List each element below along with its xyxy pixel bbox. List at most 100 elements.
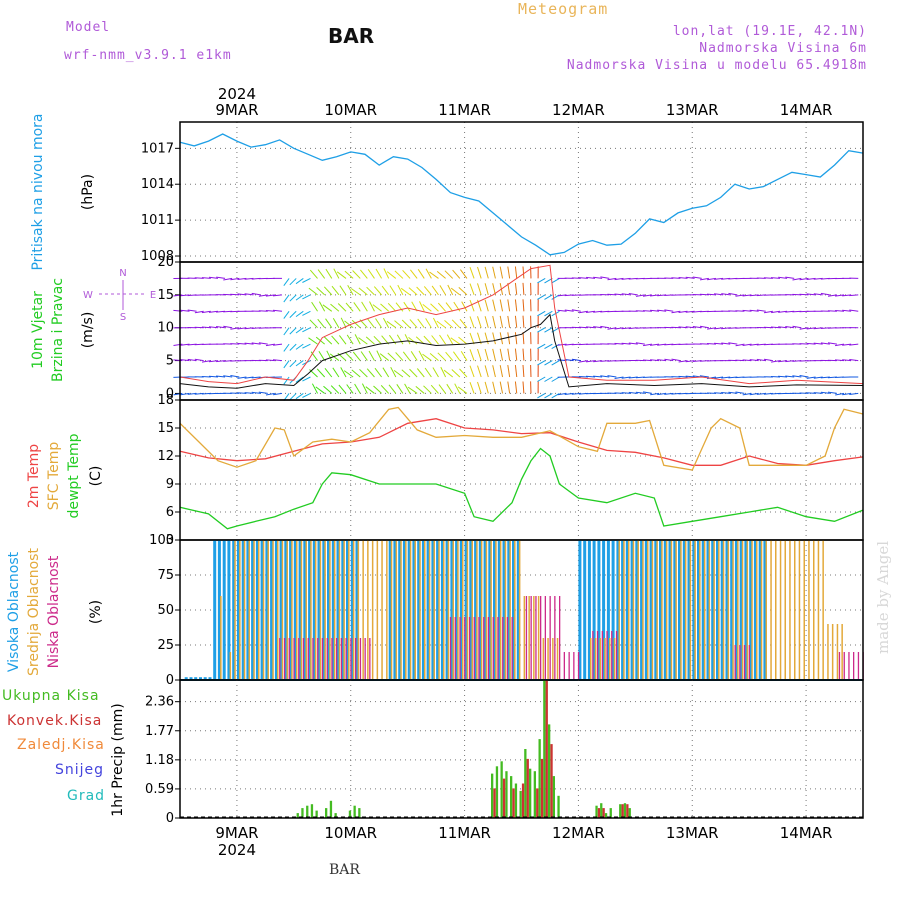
cloud-bar [789,540,791,680]
cloud-bar [293,540,297,680]
wind-arrow [785,326,795,329]
wind-arrow [657,392,667,396]
wind-arrow [358,287,368,296]
wind-arrow [244,376,254,379]
precip-total-bar [519,790,522,818]
wind-arrow [410,269,418,279]
precip-conv-bar [545,680,548,818]
cloud-bar [621,540,625,680]
cloud-bar [632,540,635,680]
wind-arrow [714,277,724,280]
cloud-bar [506,617,509,680]
wind-arrow [557,294,567,297]
cloud-bar [720,540,724,680]
wind-arrow [771,360,781,363]
precip-total-bar [533,771,536,818]
wind-arrow [657,359,667,362]
cloud-bar [549,596,551,680]
wind-arrow [522,315,525,328]
wind-arrow [778,326,788,329]
y-tick-label: 0 [166,811,174,826]
wind-arrow [418,350,425,361]
cloud-bar [699,540,701,680]
wind-arrow [289,393,297,401]
wind-arrow [343,370,354,378]
wind-arrow [289,343,297,351]
cloud-bar [289,540,293,680]
wind-arrow [492,381,496,394]
wind-arrow [699,293,709,296]
wind-arrow [714,327,724,330]
wind-arrow [537,392,546,399]
precip-conv-bar [540,758,544,818]
cloud-bar [284,540,288,680]
wind-arrow [369,301,375,312]
wind-arrow [402,351,411,361]
wind-arrow [187,358,197,362]
wind-arrow [459,269,468,279]
wind-arrow [692,360,702,362]
wind-arrow [345,352,354,361]
cloud-bar [533,596,535,680]
wind-arrow [820,376,830,379]
wind-arrow [429,353,439,361]
cloud-bar [327,540,330,680]
cloud-bar [480,540,483,680]
elevation-label: Nadmorska Visina 6m [699,41,867,56]
cloud-bar [609,638,611,680]
wind-arrow [237,277,247,280]
precip-total-bar [325,808,328,818]
wind-arrow [258,310,268,312]
wind-arrow [551,277,560,284]
wind-arrow [194,277,204,279]
wind-arrow [469,316,475,328]
cloud-bar [765,540,767,680]
wind-arrow [721,342,731,345]
cloud-bar [433,540,435,680]
wind-arrow [358,337,368,345]
wind-arrows [173,266,859,401]
wind-arrow [593,310,603,313]
cloud-bar [393,540,397,680]
wind-arrow [354,334,361,345]
wind-arrow [685,326,695,329]
wind-arrow [749,309,759,312]
model-label: Model [66,20,111,35]
wind-arrow [484,299,489,312]
wind-arrow [792,277,802,281]
wind-arrow [272,294,283,297]
y-tick-label: 9 [166,477,174,492]
top-date-label: 13MAR [666,101,719,119]
wind-arrow [522,332,525,345]
wind-arrow [408,337,418,345]
wind-arrow [338,384,347,394]
cloud-bar [288,638,290,680]
cloud-bar [628,540,630,680]
wind-arrow [318,301,326,312]
wind-arrow [692,276,702,279]
wind-arrow [664,309,674,312]
wind-arrow [813,376,823,379]
wind-arrow [344,270,354,279]
cloud-bar [326,638,328,680]
wind-arrow [432,317,439,328]
wind-arrow [329,353,340,361]
wind-arrow [749,343,759,346]
wind-arrow [842,392,852,396]
wind-arrow [614,277,624,281]
precip-total-bar [348,810,352,818]
wind-arrow [514,348,518,361]
wind-arrow [346,334,354,345]
wind-arrow [302,343,311,349]
wind-arrow [770,326,781,329]
cloud-bar [678,540,681,680]
cloud-bar [599,638,601,680]
wind-arrow [635,342,645,345]
cloud-bar [459,540,463,680]
wind-arrow [237,392,247,394]
cloud-bar [454,617,456,680]
wind-arrow [842,343,852,346]
wind-arrow [514,266,518,279]
wind-arrow [289,360,297,368]
wind-arrow [452,269,461,279]
